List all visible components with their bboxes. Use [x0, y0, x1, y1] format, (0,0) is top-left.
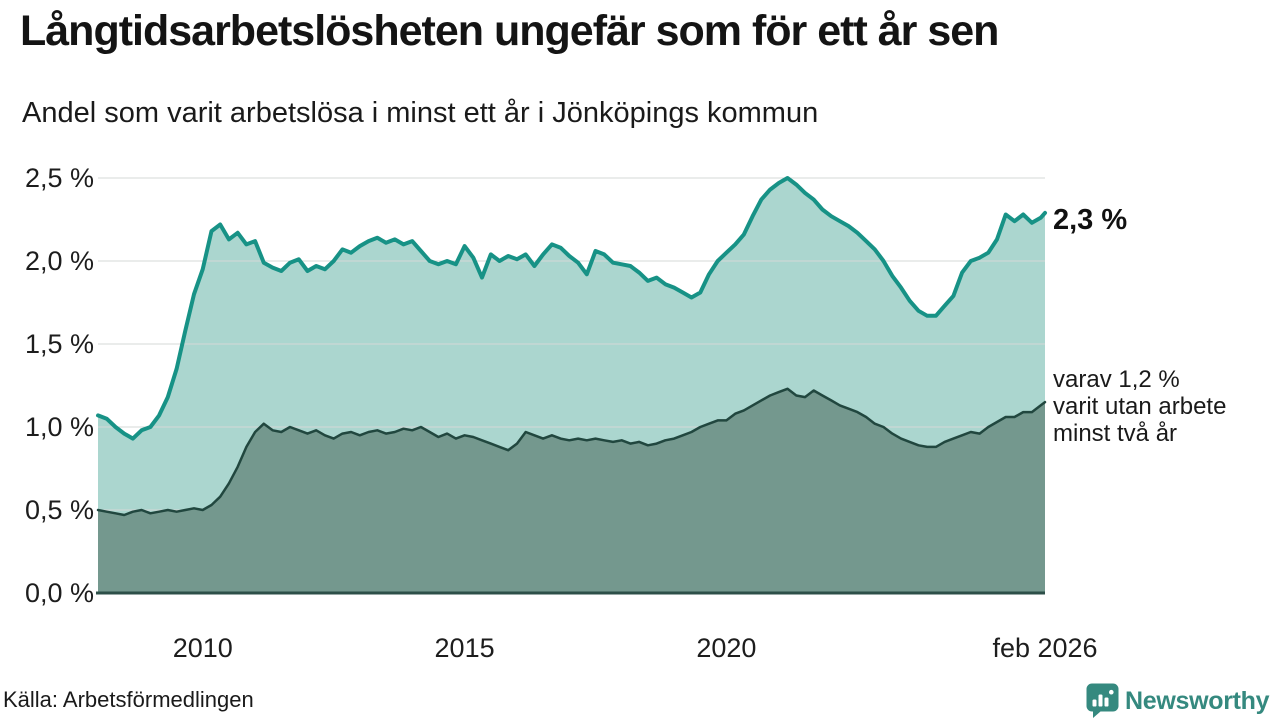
source-credit: Källa: Arbetsförmedlingen: [3, 687, 254, 712]
y-axis-tick-label: 2,5 %: [24, 163, 94, 193]
chart-title: Långtidsarbetslösheten ungefär som för e…: [20, 7, 999, 55]
series2-end-annotation: varav 1,2 % varit utan arbete minst två …: [1053, 366, 1227, 447]
chart-subtitle: Andel som varit arbetslösa i minst ett å…: [22, 97, 819, 129]
newsworthy-logo-icon: [1086, 683, 1119, 718]
y-axis-tick-label: 0,0 %: [24, 578, 94, 608]
newsworthy-wordmark: Newsworthy: [1125, 686, 1270, 715]
x-axis-tick-label: 2020: [696, 633, 757, 663]
x-axis-tick-label: 2010: [172, 633, 233, 663]
y-axis-tick-label: 1,0 %: [24, 412, 94, 442]
y-axis-tick-label: 2,0 %: [24, 246, 94, 276]
y-axis-tick-label: 0,5 %: [24, 495, 94, 525]
series-end-value-label: 2,3 %: [1053, 204, 1128, 236]
newsworthy-logo: Newsworthy: [1086, 683, 1270, 719]
x-axis-tick-label: 2015: [434, 633, 495, 663]
y-axis-tick-label: 1,5 %: [24, 329, 94, 359]
x-axis-tick-label: feb 2026: [992, 633, 1098, 663]
